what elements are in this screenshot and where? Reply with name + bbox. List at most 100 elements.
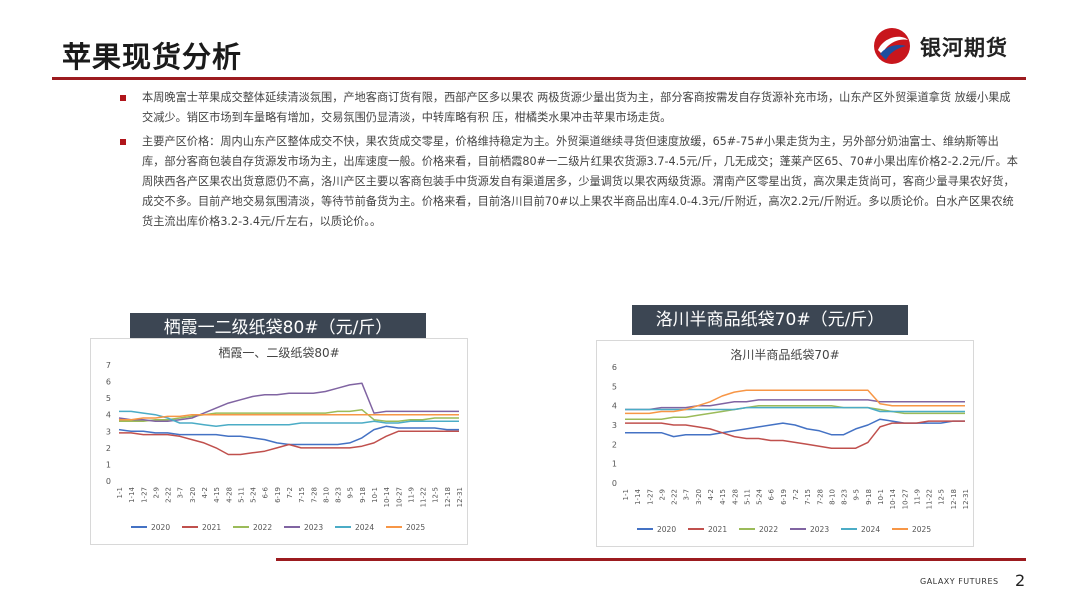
left-chart: 栖霞一、二级纸袋80# 0 1 2 3 4 5 6 7 1-1 1-14 1-27 2-9 2-22 3-7… [90, 338, 468, 545]
y-tick-label: 3 [106, 427, 111, 436]
x-tick-label: 7-15 [298, 487, 306, 503]
y-tick-label: 6 [612, 363, 617, 372]
y-tick-label: 4 [612, 402, 617, 411]
x-tick-label: 12-5 [432, 487, 440, 503]
right-chart-label: 洛川半商品纸袋70#（元/斤） [632, 305, 908, 335]
x-tick-label: 1-1 [116, 487, 124, 498]
x-tick-label: 1-14 [634, 488, 642, 504]
x-tick-label: 2-22 [165, 487, 173, 503]
series-line-2022 [119, 408, 459, 423]
x-tick-label: 7-28 [310, 487, 318, 503]
x-tick-label: 11-9 [913, 489, 921, 505]
bullet-text: 本周晚富士苹果成交整体延续清淡氛围，产地客商订货有限，西部产区多以果农 两极货源… [142, 91, 1011, 124]
x-tick-label: 10-1 [877, 489, 885, 505]
legend-label-2020: 2020 [657, 525, 676, 534]
x-tick-label: 6-19 [274, 487, 282, 503]
x-tick-label: 2-9 [658, 489, 666, 500]
legend-label-2021: 2021 [202, 523, 221, 532]
legend-label-2022: 2022 [759, 525, 778, 534]
x-tick-label: 7-2 [286, 487, 294, 498]
x-tick-label: 3-20 [189, 487, 197, 503]
x-tick-label: 11-9 [407, 487, 415, 503]
x-tick-label: 12-31 [456, 487, 464, 507]
x-tick-label: 10-27 [395, 487, 403, 507]
x-tick-label: 8-23 [335, 487, 343, 503]
x-tick-label: 10-27 [901, 489, 909, 509]
y-tick-label: 0 [612, 479, 617, 488]
chart-title: 洛川半商品纸袋70# [730, 347, 839, 362]
x-tick-label: 7-15 [804, 489, 812, 505]
x-tick-label: 9-5 [347, 487, 355, 498]
series-line-2024 [119, 410, 459, 428]
x-tick-label: 5-11 [743, 489, 751, 505]
x-tick-label: 4-28 [225, 487, 233, 503]
footer-brand: GALAXY FUTURES [920, 577, 999, 586]
x-tick-label: 3-7 [177, 487, 185, 498]
y-tick-label: 2 [106, 444, 111, 453]
x-tick-label: 7-28 [816, 489, 824, 505]
series-line-2021 [119, 430, 459, 456]
legend-label-2024: 2024 [861, 525, 880, 534]
right-chart-svg: 洛川半商品纸袋70# 0 1 2 3 4 5 6 1-1 1-14 1-27 2-9 2-22 3-7 3-… [612, 347, 970, 534]
footer-divider [276, 558, 1026, 561]
legend-label-2021: 2021 [708, 525, 727, 534]
x-tick-label: 8-10 [322, 487, 330, 503]
legend-label-2022: 2022 [253, 523, 272, 532]
x-tick-label: 3-7 [683, 489, 691, 500]
y-tick-label: 1 [612, 460, 617, 469]
x-tick-label: 1-14 [128, 486, 136, 502]
x-tick-label: 8-23 [841, 489, 849, 505]
series-line-2022 [625, 404, 965, 420]
x-tick-label: 12-18 [950, 489, 958, 509]
y-tick-label: 2 [612, 440, 617, 449]
x-tick-label: 1-27 [140, 487, 148, 503]
series-line-2020 [625, 418, 965, 438]
y-tick-label: 5 [106, 394, 111, 403]
x-tick-label: 12-18 [444, 487, 452, 507]
x-tick-label: 10-1 [371, 487, 379, 503]
series-line-2025 [625, 389, 965, 415]
legend-label-2023: 2023 [810, 525, 829, 534]
x-tick-label: 5-24 [756, 488, 764, 504]
x-tick-label: 9-18 [865, 489, 873, 505]
series-line-2021 [625, 420, 965, 449]
page-title: 苹果现货分析 [62, 40, 243, 74]
x-tick-label: 10-14 [383, 486, 391, 507]
logo-text: 银河期货 [920, 36, 1008, 60]
x-tick-label: 11-22 [926, 489, 934, 509]
bullet-item: 主要产区价格：周内山东产区整体成交不快，果农货成交零星，价格维持稳定为主。外贸渠… [120, 132, 1020, 232]
chart-title: 栖霞一、二级纸袋80# [218, 345, 339, 360]
analysis-text: 本周晚富士苹果成交整体延续清淡氛围，产地客商订货有限，西部产区多以果农 两极货源… [120, 88, 1020, 236]
x-tick-label: 6-6 [768, 488, 776, 500]
x-tick-label: 6-19 [780, 489, 788, 505]
x-tick-label: 10-14 [889, 488, 897, 509]
x-tick-label: 6-6 [262, 486, 270, 498]
x-tick-label: 1-1 [622, 489, 630, 500]
right-chart: 洛川半商品纸袋70# 0 1 2 3 4 5 6 1-1 1-14 1-27 2-9 2-22 3-7 3-… [596, 340, 974, 547]
legend-label-2024: 2024 [355, 523, 374, 532]
x-tick-label: 2-9 [152, 487, 160, 498]
x-tick-label: 4-15 [213, 487, 221, 503]
x-tick-label: 11-22 [420, 487, 428, 507]
header-divider [52, 77, 1026, 80]
bullet-text: 主要产区价格：周内山东产区整体成交不快，果农货成交零星，价格维持稳定为主。外贸渠… [142, 135, 1018, 228]
y-tick-label: 7 [106, 361, 111, 370]
x-tick-label: 4-2 [707, 489, 715, 500]
x-tick-label: 4-2 [201, 487, 209, 498]
series-line-2023 [118, 382, 459, 423]
x-tick-label: 12-5 [938, 489, 946, 505]
x-tick-label: 1-27 [646, 489, 654, 505]
galaxy-logo-icon [874, 28, 910, 64]
x-tick-label: 4-28 [731, 489, 739, 505]
x-tick-label: 3-20 [695, 489, 703, 505]
y-tick-label: 0 [106, 477, 111, 486]
x-tick-label: 8-10 [828, 489, 836, 505]
x-tick-label: 7-2 [792, 489, 800, 500]
x-tick-label: 5-24 [250, 486, 258, 502]
bullet-square-icon [120, 139, 126, 145]
page-number: 2 [1015, 571, 1026, 590]
x-tick-label: 2-22 [671, 489, 679, 505]
legend-label-2025: 2025 [912, 525, 931, 534]
bullet-item: 本周晚富士苹果成交整体延续清淡氛围，产地客商订货有限，西部产区多以果农 两极货源… [120, 88, 1020, 128]
x-tick-label: 9-18 [359, 487, 367, 503]
